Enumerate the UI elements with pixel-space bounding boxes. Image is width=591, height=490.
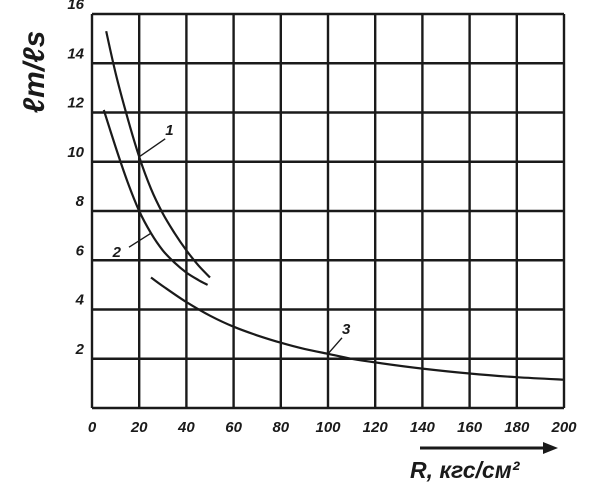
y-tick-labels: 2 4 6 8 10 12 14 16 [67, 0, 84, 358]
y-tick-label: 16 [67, 0, 84, 13]
curve-3 [150, 276, 565, 381]
x-tick-label: 160 [457, 419, 483, 436]
curve-1 [105, 30, 211, 279]
curve-1-leader [138, 138, 166, 158]
curve-2-leader [128, 232, 152, 248]
curve-labels: 1 2 3 [112, 122, 351, 355]
x-tick-label: 100 [315, 419, 341, 436]
y-axis-title: ℓm/ℓs [18, 31, 51, 114]
y-tick-label: 6 [76, 242, 85, 259]
curve-2 [102, 109, 209, 286]
x-tick-label: 0 [88, 419, 97, 436]
y-tick-label: 12 [67, 95, 84, 112]
x-axis-title: R, кгс/см² [410, 457, 521, 483]
curve-2-label: 2 [112, 244, 122, 261]
y-tick-label: 2 [75, 341, 85, 358]
curves [102, 30, 565, 381]
x-axis-arrow-head [543, 442, 558, 454]
curve-3-leader [327, 337, 343, 355]
x-tick-label: 40 [177, 419, 195, 436]
curve-3-label: 3 [342, 321, 351, 338]
x-tick-label: 60 [225, 419, 242, 436]
x-tick-label: 140 [410, 419, 436, 436]
x-axis-title-group: R, кгс/см² [410, 442, 558, 483]
y-tick-label: 10 [67, 144, 84, 161]
x-tick-label: 80 [272, 419, 289, 436]
y-tick-label: 8 [76, 193, 85, 210]
grid [90, 12, 566, 410]
x-tick-label: 20 [130, 419, 148, 436]
x-tick-label: 120 [363, 419, 389, 436]
x-tick-label: 200 [550, 419, 577, 436]
y-tick-label: 4 [75, 292, 85, 309]
curve-1-label: 1 [165, 122, 173, 139]
x-tick-label: 180 [504, 419, 530, 436]
y-tick-label: 14 [67, 45, 84, 62]
x-tick-labels: 0 20 40 60 80 100 120 140 160 180 200 [88, 419, 577, 436]
